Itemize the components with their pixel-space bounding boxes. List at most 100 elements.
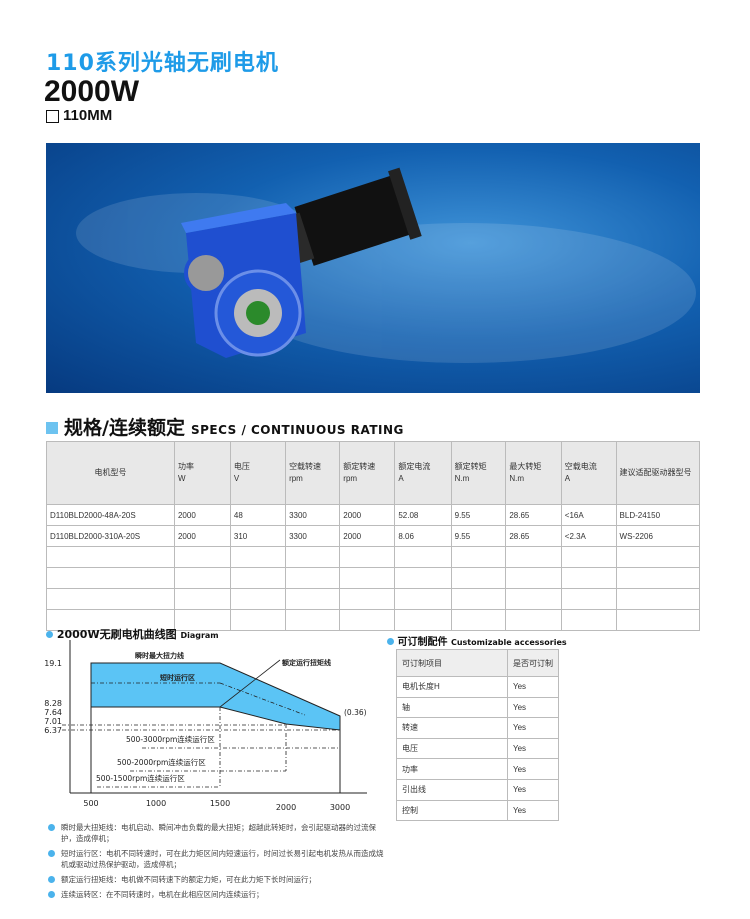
table-cell bbox=[505, 546, 562, 568]
y-tick: 8.28 bbox=[44, 699, 62, 708]
note-item: 短时运行区：电机不同转速时，可在此力矩区间内短速运行，时间过长易引起电机发热从而… bbox=[48, 848, 388, 870]
table-cell: D110BLD2000-310A-20S bbox=[46, 525, 175, 547]
table-cell: 9.55 bbox=[450, 504, 507, 526]
note-item: 额定运行扭矩线：电机做不同转速下的额定力矩，可在此力矩下长时间运行； bbox=[48, 874, 388, 885]
table-cell: BLD-24150 bbox=[615, 504, 701, 526]
y-tick: 7.64 bbox=[44, 708, 62, 717]
table-cell bbox=[46, 588, 175, 610]
column-header: 额定转速 rpm bbox=[339, 441, 396, 505]
table-cell bbox=[229, 567, 287, 589]
square-bullet-icon bbox=[46, 422, 58, 434]
diagram-title-cn: 2000W无刷电机曲线图 bbox=[56, 628, 177, 641]
specs-heading: 规格/连续额定 SPECS / CONTINUOUS RATING bbox=[46, 413, 404, 440]
table-cell: 48 bbox=[229, 504, 287, 526]
table-cell: <16A bbox=[560, 504, 617, 526]
column-unit: V bbox=[233, 474, 240, 483]
note-text: 连续运转区：在不同转速时，电机在此相应区间内连续运行； bbox=[61, 890, 264, 899]
column-name: 额定转速 bbox=[343, 462, 376, 471]
rated-pointer-line bbox=[219, 659, 281, 708]
dot-icon bbox=[48, 850, 55, 857]
table-cell bbox=[46, 609, 175, 631]
specs-title-cn: 规格/连续额定 bbox=[64, 417, 185, 439]
table-cell bbox=[394, 546, 452, 568]
column-header: 最大转矩 N.m bbox=[505, 441, 562, 505]
accessories-title-cn: 可订制配件 bbox=[397, 637, 448, 648]
table-cell bbox=[450, 588, 507, 610]
table-row: 轴 Yes bbox=[396, 696, 559, 719]
column-header: 电压 V bbox=[229, 441, 287, 505]
table-cell bbox=[560, 609, 617, 631]
table-cell bbox=[560, 588, 617, 610]
column-unit: N.m bbox=[509, 474, 524, 483]
table-row: 功率 Yes bbox=[396, 758, 559, 780]
table-cell: 3300 bbox=[285, 525, 341, 547]
short-term-label: 短时运行区 bbox=[160, 673, 195, 682]
end-value-label: (0.36) bbox=[344, 708, 367, 717]
item-cell: 功率 bbox=[396, 758, 508, 780]
column-unit: W bbox=[177, 474, 186, 483]
square-icon bbox=[46, 109, 59, 123]
diagram-title-en: Diagram bbox=[180, 631, 219, 640]
column-name: 空载电流 bbox=[564, 462, 597, 471]
table-cell bbox=[173, 567, 231, 589]
table-cell bbox=[229, 546, 287, 568]
table-cell: 2000 bbox=[339, 525, 396, 547]
column-header: 是否可订制 bbox=[507, 649, 559, 677]
table-header-row: 电机型号 功率 W 电压 V 空载转速 rpm 额定转速 rpm 额定电流 A 额定转矩 N.m 最大转矩… bbox=[46, 441, 701, 505]
dot-icon bbox=[48, 876, 55, 883]
y-tick: 19.1 bbox=[44, 659, 62, 668]
diagram-heading: 2000W无刷电机曲线图 Diagram bbox=[46, 626, 219, 642]
x-tick: 1500 bbox=[210, 799, 230, 808]
note-text: 瞬时最大扭矩线：电机启动、瞬间冲击负载的最大扭矩；超越此转矩时，会引起驱动器的过… bbox=[61, 823, 376, 843]
table-cell: 2000 bbox=[173, 504, 231, 526]
table-cell bbox=[394, 609, 452, 631]
column-header: 功率 W bbox=[173, 441, 231, 505]
note-text: 短时运行区：电机不同转速时，可在此力矩区间内短速运行，时间过长易引起电机发热从而… bbox=[61, 849, 384, 869]
table-cell bbox=[173, 546, 231, 568]
table-cell bbox=[560, 546, 617, 568]
table-cell bbox=[450, 609, 507, 631]
column-unit: rpm bbox=[343, 474, 358, 483]
table-cell bbox=[615, 546, 701, 568]
value-cell: Yes bbox=[507, 737, 559, 760]
table-cell bbox=[394, 567, 452, 589]
table-cell: D110BLD2000-48A-20S bbox=[46, 504, 175, 526]
dot-icon bbox=[48, 891, 55, 898]
table-cell bbox=[394, 588, 452, 610]
table-cell bbox=[450, 546, 507, 568]
table-row: 引出线 Yes bbox=[396, 778, 559, 801]
item-cell: 控制 bbox=[396, 799, 508, 822]
accessories-heading: 可订制配件 Customizable accessories bbox=[387, 633, 567, 648]
table-cell bbox=[173, 588, 231, 610]
table-cell bbox=[46, 567, 175, 589]
diagram-notes: 瞬时最大扭矩线：电机启动、瞬间冲击负载的最大扭矩；超越此转矩时，会引起驱动器的过… bbox=[48, 822, 388, 904]
column-name: 额定电流 bbox=[398, 462, 431, 471]
table-cell: <2.3A bbox=[560, 525, 617, 547]
table-cell: WS-2206 bbox=[615, 525, 701, 547]
table-cell: 28.65 bbox=[505, 525, 562, 547]
table-row bbox=[46, 609, 701, 631]
table-cell: 9.55 bbox=[450, 525, 507, 547]
torque-speed-diagram: 19.1 8.28 7.64 7.01 6.37 500 1000 1500 2… bbox=[44, 640, 367, 812]
table-cell bbox=[560, 567, 617, 589]
table-cell: 2000 bbox=[173, 525, 231, 547]
power-rating: 2000W bbox=[44, 75, 140, 108]
column-name: 功率 bbox=[177, 462, 194, 471]
note-item: 瞬时最大扭矩线：电机启动、瞬间冲击负载的最大扭矩；超越此转矩时，会引起驱动器的过… bbox=[48, 822, 388, 844]
table-header-row: 可订制项目 是否可订制 bbox=[396, 649, 559, 677]
table-cell bbox=[505, 588, 562, 610]
column-header: 空载电流 A bbox=[560, 441, 617, 505]
column-header: 电机型号 bbox=[46, 441, 175, 505]
table-cell bbox=[285, 588, 341, 610]
value-cell: Yes bbox=[507, 696, 559, 719]
table-cell bbox=[615, 588, 701, 610]
peak-torque-label: 瞬时最大扭力线 bbox=[135, 651, 184, 660]
note-text: 额定运行扭矩线：电机做不同转速下的额定力矩，可在此力矩下长时间运行； bbox=[61, 875, 316, 884]
table-cell bbox=[285, 546, 341, 568]
motor-illustration bbox=[76, 167, 696, 363]
table-row bbox=[46, 546, 701, 568]
column-name: 建议适配驱动器型号 bbox=[619, 468, 692, 477]
table-cell bbox=[46, 546, 175, 568]
column-unit: A bbox=[398, 474, 404, 483]
